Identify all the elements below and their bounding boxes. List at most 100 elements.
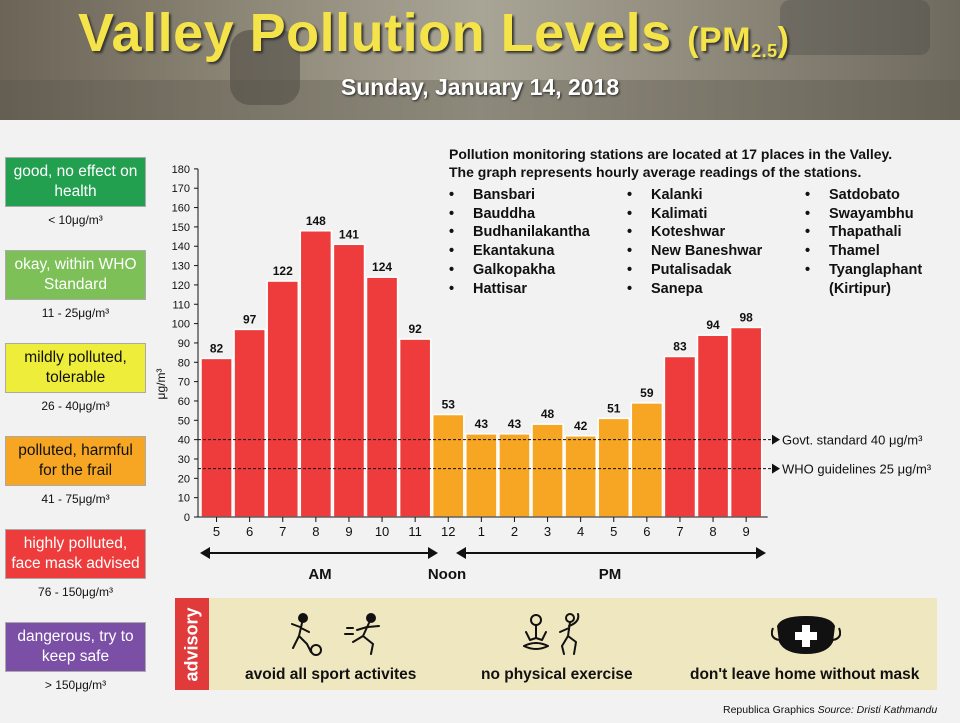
bar-value-label: 97 xyxy=(243,312,257,326)
x-tick-label: 6 xyxy=(246,524,253,539)
bullet: • xyxy=(805,187,811,203)
station-item: • Bauddha xyxy=(449,205,590,224)
y-tick-label: 60 xyxy=(178,396,190,408)
y-tick-label: 170 xyxy=(172,183,190,195)
bar-value-label: 51 xyxy=(607,401,621,415)
station-item: • Galkopakha xyxy=(449,261,590,280)
header-banner: Valley Pollution Levels (PM2.5) Sunday, … xyxy=(0,0,960,120)
station-name: Galkopakha xyxy=(473,261,556,278)
pm-arrow-left xyxy=(456,547,466,559)
station-name: Bansbari xyxy=(473,187,536,203)
station-name: Bauddha xyxy=(473,205,536,222)
station-item: • Budhanilakantha xyxy=(449,223,590,242)
station-name: Putalisadak xyxy=(651,261,732,278)
bar xyxy=(531,423,564,518)
page-date: Sunday, January 14, 2018 xyxy=(340,74,620,100)
station-item: • Satdobato xyxy=(805,186,922,205)
x-tick-label: 9 xyxy=(743,524,750,539)
station-item: • Ekantakuna xyxy=(449,242,590,261)
x-tick-label: 6 xyxy=(643,524,650,539)
bar-value-label: 98 xyxy=(739,310,753,324)
bar xyxy=(299,230,333,518)
stations-list-3: • Satdobato • Swayambhu • Thapathali • Thamel • T… xyxy=(805,186,922,298)
bar-value-label: 48 xyxy=(541,407,555,421)
bar xyxy=(729,326,763,518)
x-tick-label: 3 xyxy=(544,524,551,539)
bar xyxy=(266,280,300,518)
legend-range-5: > 150μg/m³ xyxy=(44,678,107,692)
bar-value-label: 83 xyxy=(673,339,687,353)
bar xyxy=(365,276,399,518)
station-name: Satdobato xyxy=(829,187,900,203)
x-tick-label: 8 xyxy=(709,524,716,539)
bar xyxy=(498,433,531,518)
station-name: Hattisar xyxy=(473,280,527,297)
station-name: Tyanglaphant xyxy=(829,261,923,278)
station-item: • Swayambhu xyxy=(805,205,922,224)
bar-value-label: 42 xyxy=(574,419,588,433)
banner-photo-road xyxy=(0,80,960,120)
x-tick-label: 9 xyxy=(345,524,352,539)
bullet: • xyxy=(805,261,811,278)
station-item: • Bansbari xyxy=(449,186,590,205)
legend-range-2: 26 - 40μg/m³ xyxy=(41,399,110,413)
x-tick-label: 4 xyxy=(577,524,584,539)
advisory-tab: advisory xyxy=(175,598,209,690)
bullet: • xyxy=(627,261,633,278)
station-item: • Putalisadak xyxy=(627,261,762,280)
station-item: • Thapathali xyxy=(805,223,922,242)
advisory-text-exercise: no physical exercise xyxy=(481,666,633,683)
bar-value-label: 43 xyxy=(508,417,522,431)
station-name: Ekantakuna xyxy=(473,243,555,260)
station-name: Koteshwar xyxy=(651,224,726,241)
bullet: • xyxy=(627,280,633,297)
legend-box-3: polluted, harmful for the frail xyxy=(5,436,146,486)
station-name: Thamel xyxy=(829,243,880,260)
bar-value-label: 53 xyxy=(442,397,456,411)
x-tick-label: 11 xyxy=(408,524,422,539)
station-name: Sanepa xyxy=(651,280,703,297)
bar xyxy=(663,355,697,518)
legend-box-4: highly polluted, face mask advised xyxy=(5,529,146,579)
mask-icon xyxy=(771,616,841,654)
bar-value-label: 82 xyxy=(210,341,224,355)
am-arrow-right xyxy=(428,547,438,559)
sports-icon xyxy=(291,613,380,656)
y-tick-label: 10 xyxy=(178,493,190,505)
bar xyxy=(233,328,266,518)
advisory-text-mask: don't leave home without mask xyxy=(690,666,920,683)
bullet: • xyxy=(449,205,455,222)
bullet: • xyxy=(627,224,633,241)
x-tick-label: 8 xyxy=(312,524,319,539)
bar-value-label: 122 xyxy=(273,264,293,278)
bar-value-label: 124 xyxy=(372,260,392,274)
y-tick-label: 90 xyxy=(178,338,190,350)
station-item: • Koteshwar xyxy=(627,223,762,242)
exercise-icon xyxy=(523,613,580,655)
station-item: • Tyanglaphant xyxy=(805,261,922,280)
bullet: • xyxy=(449,187,455,203)
legend-box-0: good, no effect on health xyxy=(5,157,146,207)
bar xyxy=(332,243,366,518)
legend-box-2: mildly polluted, tolerable xyxy=(5,343,146,393)
legend-range-1: 11 - 25μg/m³ xyxy=(41,306,110,320)
bullet: • xyxy=(805,205,811,222)
bullet: • xyxy=(449,243,455,260)
y-tick-label: 100 xyxy=(172,319,190,331)
y-tick-label: 70 xyxy=(178,377,190,389)
bar xyxy=(431,413,465,518)
station-name: Kalanki xyxy=(651,187,703,203)
y-tick-label: 150 xyxy=(172,222,190,234)
legend-box-5: dangerous, try to keep safe xyxy=(5,622,146,672)
advisory-text-sports: avoid all sport activites xyxy=(245,666,417,683)
banner-photo-rider xyxy=(230,30,300,105)
x-tick-label: 5 xyxy=(610,524,617,539)
bar-value-label: 92 xyxy=(408,322,422,336)
bullet: • xyxy=(449,224,455,241)
legend-range-4: 76 - 150μg/m³ xyxy=(38,585,113,599)
y-tick-label: 50 xyxy=(178,415,190,427)
station-name: (Kirtipur) xyxy=(829,280,892,297)
station-name: Thapathali xyxy=(829,224,902,241)
bar xyxy=(630,402,664,518)
y-tick-label: 40 xyxy=(178,435,190,447)
